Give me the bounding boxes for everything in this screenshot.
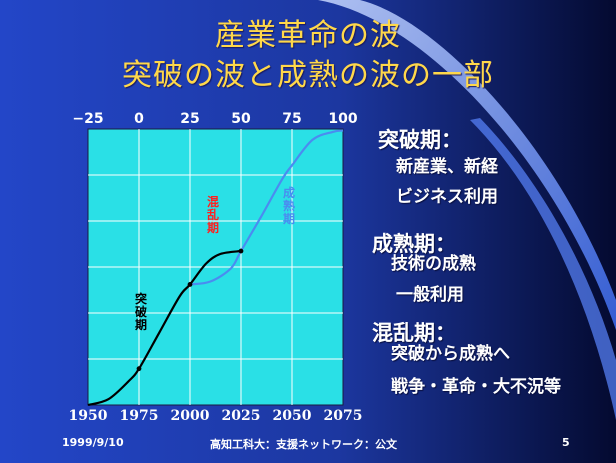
note-maturity-line-1: 技術の成熟 <box>391 254 476 274</box>
top-tick-label: 75 <box>282 111 302 127</box>
x-tick-label: 1950 <box>68 408 108 424</box>
top-tick-label: 0 <box>134 111 144 127</box>
x-tick-label: 2050 <box>272 408 312 424</box>
inflection-point-2025 <box>238 248 244 254</box>
footer-date: 1999/9/10 <box>62 436 124 449</box>
top-tick-label: 100 <box>328 111 358 127</box>
label-breakthrough: 突破期 <box>134 292 147 332</box>
x-tick-label: 2025 <box>221 408 261 424</box>
slide-subtitle: 突破の波と成熟の波の一部 <box>122 58 494 93</box>
x-tick-label: 1975 <box>119 408 159 424</box>
note-breakthrough-line-1: 新産業、新経 <box>396 157 498 177</box>
inflection-point-2000 <box>187 282 193 287</box>
note-chaos-heading: 混乱期： <box>372 321 456 345</box>
note-chaos-line-2: 戦争・革命・大不況等 <box>391 377 561 397</box>
label-maturity: 成熟期 <box>282 186 295 226</box>
note-breakthrough-heading: 突破期： <box>378 128 462 152</box>
note-maturity-heading: 成熟期： <box>372 232 456 256</box>
inflection-point-1975 <box>136 366 142 372</box>
label-chaos: 混乱期 <box>206 195 219 235</box>
footer-page-number: 5 <box>562 436 570 449</box>
footer-organization: 高知工科大：支援ネットワーク：公文 <box>210 438 397 451</box>
top-tick-label: 50 <box>231 111 251 127</box>
slide-title: 産業革命の波 <box>215 18 401 53</box>
maturity-wave-line <box>189 129 344 286</box>
grid-lines <box>88 129 343 405</box>
x-tick-label: 2000 <box>170 408 210 424</box>
breakthrough-wave-line <box>87 249 242 407</box>
top-tick-label: 25 <box>180 111 200 127</box>
note-breakthrough-line-2: ビジネス利用 <box>396 187 498 207</box>
x-tick-label: 2075 <box>323 408 363 424</box>
note-maturity-line-2: 一般利用 <box>396 285 464 305</box>
top-tick-label: −25 <box>72 111 104 127</box>
note-chaos-line-1: 突破から成熟へ <box>391 344 510 364</box>
